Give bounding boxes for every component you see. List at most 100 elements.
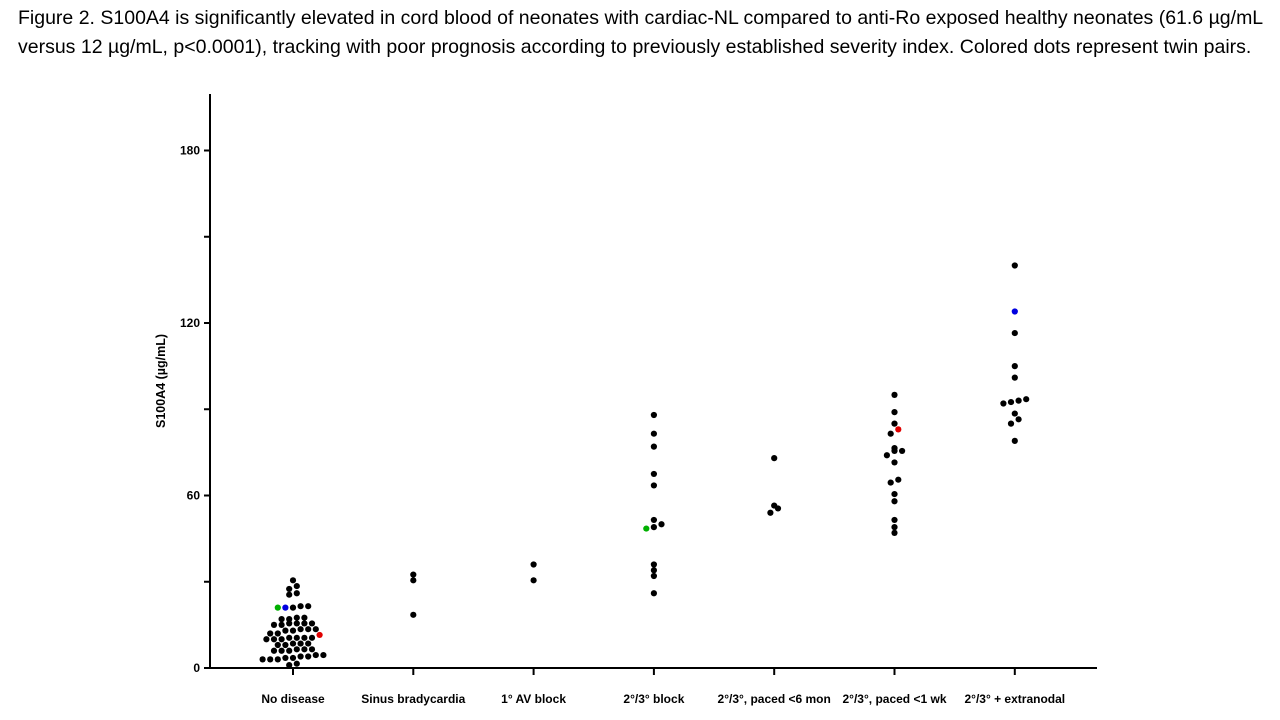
data-point — [891, 409, 898, 416]
data-point — [274, 604, 281, 611]
x-tick-label: 1° AV block — [501, 692, 566, 706]
data-point — [316, 631, 323, 639]
data-point — [1011, 374, 1018, 381]
x-tick-label: Sinus bradycardia — [361, 692, 465, 706]
data-point — [891, 524, 898, 531]
data-point — [1007, 398, 1015, 406]
data-point — [301, 614, 308, 621]
data-point — [297, 626, 304, 633]
data-point — [887, 479, 894, 486]
data-point — [278, 616, 285, 623]
data-point — [530, 577, 537, 584]
data-point — [278, 647, 285, 654]
data-point — [1011, 363, 1018, 370]
data-point — [308, 634, 316, 641]
data-point — [297, 640, 304, 647]
data-point — [1015, 397, 1022, 404]
data-point — [883, 452, 891, 459]
data-point — [293, 614, 300, 621]
data-point — [891, 529, 898, 536]
data-point — [1011, 410, 1018, 417]
data-point — [650, 411, 658, 419]
data-point — [301, 620, 308, 627]
data-point — [650, 561, 658, 568]
data-point — [286, 647, 293, 654]
data-point — [891, 420, 898, 427]
data-point — [286, 620, 293, 627]
data-point — [282, 654, 289, 662]
data-point — [293, 660, 300, 667]
data-point — [301, 646, 308, 653]
data-point — [274, 630, 281, 637]
data-point — [1023, 396, 1030, 403]
data-point — [891, 490, 898, 498]
data-point — [410, 611, 417, 618]
y-tick-label: 120 — [180, 316, 200, 330]
data-point — [410, 571, 417, 578]
data-point — [263, 636, 270, 643]
data-point — [771, 502, 778, 509]
data-point — [650, 482, 658, 489]
data-point — [1007, 420, 1015, 427]
data-point — [643, 525, 650, 532]
data-point — [891, 391, 898, 398]
y-axis-title: S100A4 (µg/mL) — [154, 334, 168, 428]
data-point — [289, 654, 297, 662]
data-point — [312, 651, 319, 659]
data-point — [289, 604, 297, 611]
data-point — [293, 646, 300, 653]
data-point — [891, 516, 898, 524]
data-point — [530, 561, 537, 568]
x-tick-label: 2°/3°, paced <1 wk — [843, 692, 947, 706]
y-tick-label: 180 — [180, 144, 200, 158]
data-point — [274, 641, 281, 649]
data-point — [270, 636, 278, 643]
data-point — [293, 582, 300, 590]
data-point — [278, 621, 285, 628]
x-tick-label: 2°/3° + extranodal — [964, 692, 1065, 706]
x-tick-label: 2°/3°, paced <6 mon — [718, 692, 831, 706]
data-point — [305, 626, 312, 633]
data-point — [282, 627, 289, 634]
y-tick-label: 0 — [193, 661, 200, 675]
data-point — [305, 653, 312, 660]
data-point — [270, 647, 278, 654]
data-point — [899, 447, 906, 455]
data-point — [1011, 329, 1018, 337]
data-point — [286, 591, 293, 598]
data-point — [286, 634, 293, 641]
data-point — [312, 626, 319, 633]
data-point — [650, 572, 658, 580]
data-point — [289, 640, 297, 647]
figure-caption: Figure 2. S100A4 is significantly elevat… — [18, 7, 1263, 58]
data-point — [286, 662, 293, 669]
data-point — [1000, 400, 1007, 407]
data-point — [308, 646, 316, 653]
data-point — [320, 651, 327, 659]
data-point — [650, 470, 658, 478]
y-tick-label: 60 — [187, 489, 201, 503]
data-point — [259, 656, 266, 663]
data-point — [293, 590, 300, 597]
x-tick-label: 2°/3° block — [623, 692, 684, 706]
data-point — [891, 498, 898, 505]
data-point — [895, 426, 902, 433]
data-point — [305, 640, 312, 647]
data-point — [305, 603, 312, 610]
data-point — [650, 443, 658, 450]
data-point — [1015, 416, 1022, 423]
data-point — [891, 444, 898, 452]
data-point — [297, 653, 304, 660]
data-point — [771, 455, 778, 462]
data-point — [650, 516, 658, 524]
data-point — [650, 567, 658, 574]
data-point — [278, 636, 285, 643]
data-point — [289, 577, 297, 584]
data-point — [274, 656, 281, 663]
data-point — [293, 620, 300, 627]
data-point — [1011, 262, 1018, 269]
data-point — [410, 577, 417, 584]
data-point — [650, 430, 658, 437]
data-point — [270, 621, 278, 628]
